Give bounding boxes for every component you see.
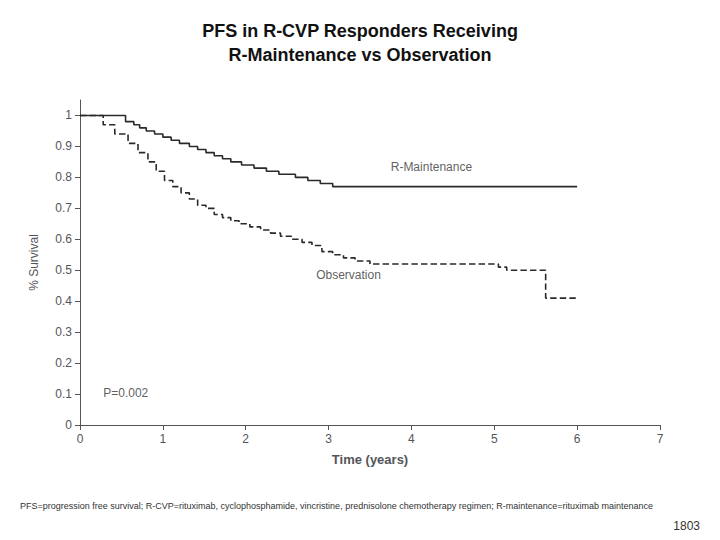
svg-text:0.2: 0.2 (55, 356, 72, 370)
svg-text:0.4: 0.4 (55, 294, 72, 308)
svg-text:0: 0 (65, 418, 72, 432)
svg-text:4: 4 (408, 432, 415, 446)
svg-text:R-Maintenance vs Observation: R-Maintenance vs Observation (228, 45, 491, 65)
svg-text:0.8: 0.8 (55, 170, 72, 184)
svg-text:1: 1 (160, 432, 167, 446)
svg-text:1: 1 (65, 108, 72, 122)
svg-text:0.7: 0.7 (55, 201, 72, 215)
svg-text:P=0.002: P=0.002 (103, 386, 148, 400)
svg-text:7: 7 (657, 432, 664, 446)
svg-text:0.3: 0.3 (55, 325, 72, 339)
svg-text:1803: 1803 (673, 519, 700, 533)
svg-text:0.1: 0.1 (55, 387, 72, 401)
svg-text:0.6: 0.6 (55, 232, 72, 246)
svg-text:% Survival: % Survival (27, 234, 41, 291)
svg-text:2: 2 (242, 432, 249, 446)
svg-text:PFS=progression free survival;: PFS=progression free survival; R-CVP=rit… (20, 501, 653, 511)
svg-text:3: 3 (325, 432, 332, 446)
svg-text:0.9: 0.9 (55, 139, 72, 153)
svg-text:0: 0 (77, 432, 84, 446)
svg-text:PFS in R-CVP Responders Receiv: PFS in R-CVP Responders Receiving (202, 21, 518, 41)
svg-text:Observation: Observation (316, 268, 381, 282)
svg-text:6: 6 (574, 432, 581, 446)
svg-text:0.5: 0.5 (55, 263, 72, 277)
svg-text:Time (years): Time (years) (332, 452, 408, 467)
svg-text:R-Maintenance: R-Maintenance (391, 160, 473, 174)
svg-text:5: 5 (491, 432, 498, 446)
